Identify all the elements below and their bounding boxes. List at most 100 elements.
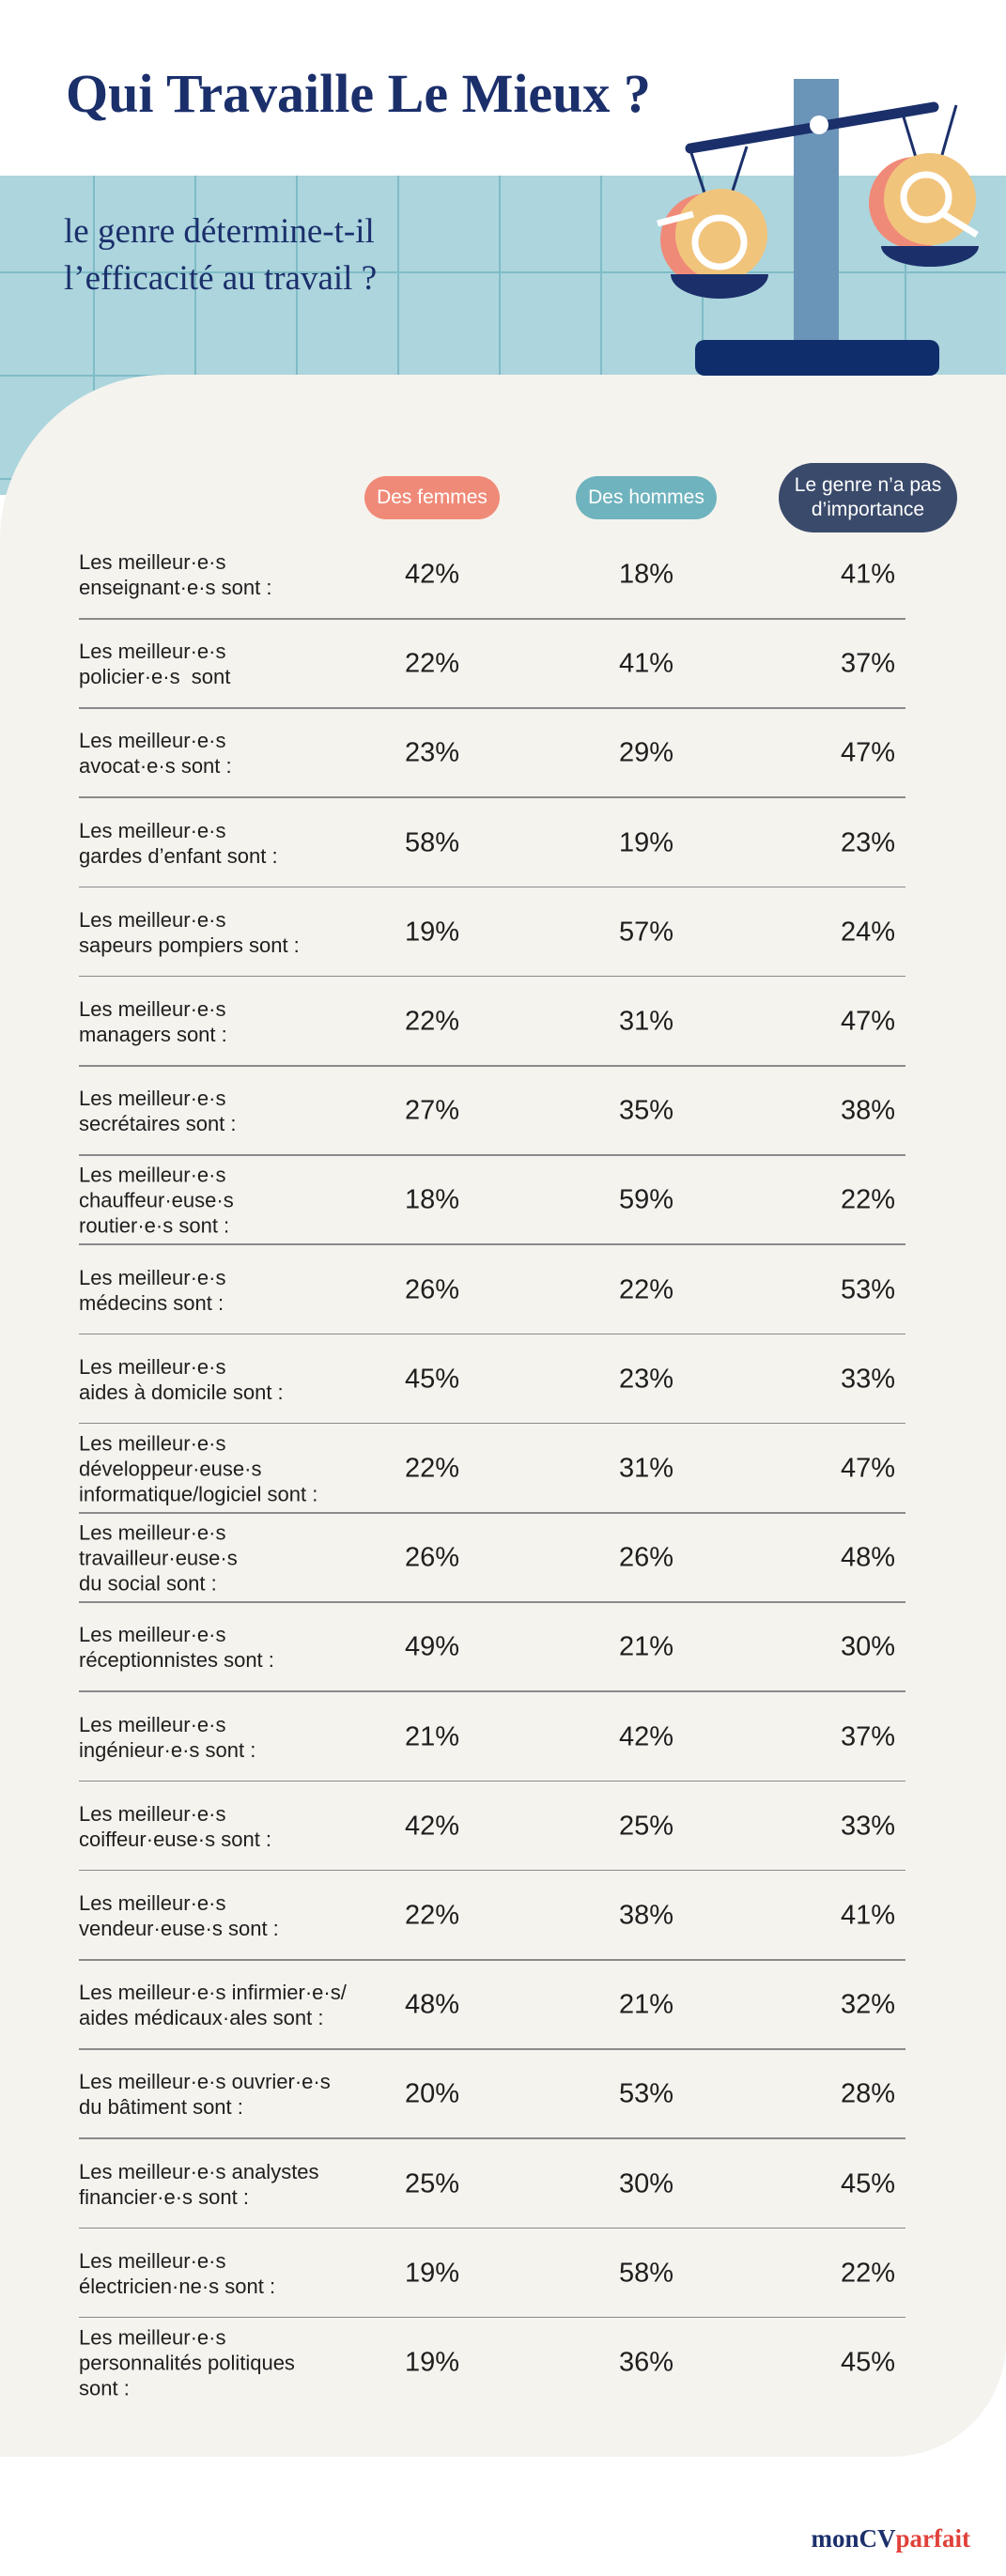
column-header: Des femmes	[364, 476, 500, 519]
cell-value: 49%	[404, 1631, 460, 1662]
cell-value: 26%	[404, 1542, 460, 1573]
cell-value: 53%	[840, 1274, 896, 1305]
cell-value: 25%	[618, 1811, 674, 1842]
row-label: Les meilleur·e·s enseignant·e·s sont :	[79, 550, 272, 599]
row-separator	[79, 2137, 905, 2139]
cell-value: 23%	[840, 827, 896, 858]
row-separator	[79, 1512, 905, 1514]
cell-value: 22%	[404, 1006, 460, 1037]
cell-value: 19%	[404, 2347, 460, 2378]
column-header: Le genre n’a pas d’importance	[779, 463, 957, 532]
subtitle: le genre détermine-t-il l’efficacité au …	[64, 212, 378, 298]
cell-value: 59%	[618, 1184, 674, 1215]
cell-value: 21%	[404, 1721, 460, 1752]
cell-value: 20%	[404, 2078, 460, 2109]
row-label: Les meilleur·e·s coiffeur·euse·s sont :	[79, 1801, 272, 1851]
row-label: Les meilleur·e·s analystes financier·e·s…	[79, 2159, 319, 2209]
cell-value: 33%	[840, 1364, 896, 1395]
logo: monCVparfait	[812, 2524, 971, 2553]
row-separator	[79, 1690, 905, 1692]
cell-value: 22%	[404, 648, 460, 679]
cell-value: 22%	[840, 2258, 896, 2289]
row-label: Les meilleur·e·s travailleur·euse·s du s…	[79, 1520, 238, 1596]
row-label: Les meilleur·e·s vendeur·euse·s sont :	[79, 1891, 279, 1940]
cell-value: 25%	[404, 2168, 460, 2199]
cell-value: 30%	[618, 2168, 674, 2199]
row-separator	[79, 1869, 905, 1872]
cell-value: 48%	[840, 1542, 896, 1573]
cell-value: 38%	[840, 1095, 896, 1126]
cell-value: 37%	[840, 648, 896, 679]
logo-part: parfait	[895, 2524, 970, 2553]
cell-value: 47%	[840, 737, 896, 768]
cell-value: 22%	[840, 1184, 896, 1215]
cell-value: 41%	[840, 1900, 896, 1931]
cell-value: 47%	[840, 1453, 896, 1484]
cell-value: 48%	[404, 1989, 460, 2020]
cell-value: 19%	[404, 2258, 460, 2289]
cell-value: 31%	[618, 1006, 674, 1037]
row-label: Les meilleur·e·s gardes d’enfant sont :	[79, 818, 278, 868]
row-label: Les meilleur·e·s chauffeur·euse·s routie…	[79, 1163, 234, 1238]
row-separator	[79, 1243, 905, 1245]
row-separator	[79, 2316, 905, 2319]
cell-value: 37%	[840, 1721, 896, 1752]
row-separator	[79, 707, 905, 709]
row-separator	[79, 2227, 905, 2229]
cell-value: 36%	[618, 2347, 674, 2378]
row-label: Les meilleur·e·s réceptionnistes sont :	[79, 1623, 274, 1673]
content-card	[0, 375, 1006, 2457]
cell-value: 18%	[404, 1184, 460, 1215]
row-label: Les meilleur·e·s médecins sont :	[79, 1265, 226, 1315]
cell-value: 19%	[404, 917, 460, 948]
row-separator	[79, 1333, 905, 1335]
cell-value: 45%	[840, 2347, 896, 2378]
cell-value: 58%	[404, 827, 460, 858]
row-label: Les meilleur·e·s ouvrier·e·s du bâtiment…	[79, 2070, 331, 2120]
cell-value: 41%	[840, 559, 896, 590]
cell-value: 42%	[404, 559, 460, 590]
row-separator	[79, 1065, 905, 1067]
row-separator	[79, 886, 905, 888]
cell-value: 31%	[618, 1453, 674, 1484]
cell-value: 29%	[618, 737, 674, 768]
cell-value: 24%	[840, 917, 896, 948]
row-label: Les meilleur·e·s policier·e·s sont	[79, 640, 231, 689]
row-separator	[79, 975, 905, 978]
cell-value: 45%	[840, 2168, 896, 2199]
row-label: Les meilleur·e·s aides à domicile sont :	[79, 1354, 284, 1404]
cell-value: 33%	[840, 1811, 896, 1842]
row-separator	[79, 2048, 905, 2050]
row-separator	[79, 1780, 905, 1782]
cell-value: 18%	[618, 559, 674, 590]
scale-illustration	[657, 79, 979, 376]
cell-value: 21%	[618, 1989, 674, 2020]
row-label: Les meilleur·e·s secrétaires sont :	[79, 1087, 237, 1136]
cell-value: 22%	[618, 1274, 674, 1305]
row-label: Les meilleur·e·s managers sont :	[79, 997, 227, 1046]
cell-value: 47%	[840, 1006, 896, 1037]
cell-value: 41%	[618, 648, 674, 679]
cell-value: 42%	[404, 1811, 460, 1842]
cell-value: 42%	[618, 1721, 674, 1752]
row-label: Les meilleur·e·s personnalités politique…	[79, 2325, 295, 2400]
row-separator	[79, 1422, 905, 1425]
cell-value: 35%	[618, 1095, 674, 1126]
cell-value: 58%	[618, 2258, 674, 2289]
row-separator	[79, 1601, 905, 1603]
row-label: Les meilleur·e·s ingénieur·e·s sont :	[79, 1712, 256, 1762]
cell-value: 26%	[618, 1542, 674, 1573]
row-label: Les meilleur·e·s sapeurs pompiers sont :	[79, 907, 300, 957]
logo-part: monCV	[811, 2524, 896, 2553]
row-separator	[79, 1154, 905, 1156]
cell-value: 21%	[618, 1631, 674, 1662]
cell-value: 45%	[404, 1364, 460, 1395]
column-header: Des hommes	[576, 476, 717, 519]
row-separator	[79, 796, 905, 798]
cell-value: 22%	[404, 1900, 460, 1931]
cell-value: 26%	[404, 1274, 460, 1305]
row-label: Les meilleur·e·s développeur·euse·s info…	[79, 1431, 318, 1506]
row-label: Les meilleur·e·s électricien·ne·s sont :	[79, 2248, 276, 2298]
row-separator	[79, 1959, 905, 1961]
